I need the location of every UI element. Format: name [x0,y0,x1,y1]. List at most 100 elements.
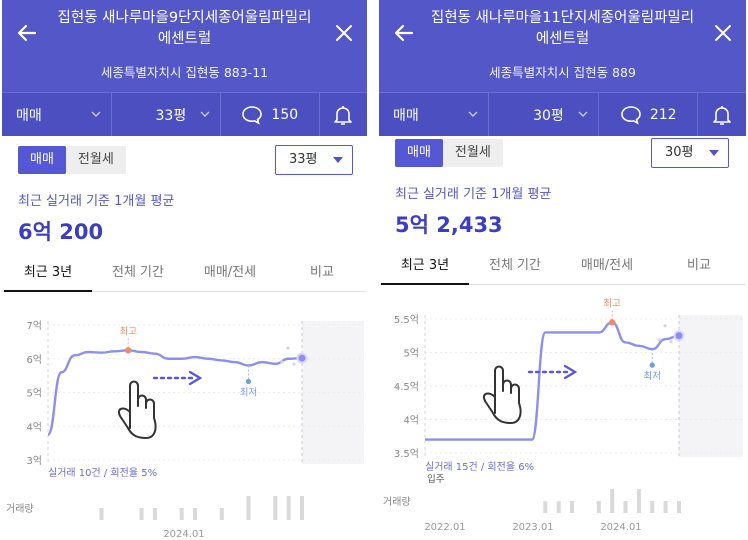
volume-bar [663,501,668,513]
trade-count-note: 실거래 15건 / 회전율 6% [425,461,534,473]
low-label: 최저 [240,388,257,399]
speech-bubble-icon [242,105,263,125]
triangle-down-icon [333,157,343,163]
move-in-label: 입주 [427,473,445,485]
tab-all-period[interactable]: 전체 기간 [489,258,541,273]
volume-bar [677,501,681,513]
listing-panel-1: 집현동 새나루마을9단지세종어울림파밀리 에센트럴 세종특별자치시 집현동 88… [2,0,367,540]
average-label: 최근 실거래 기준 1개월 평균 [18,194,175,209]
volume-bar [650,501,655,513]
volume-bar [286,496,291,520]
swipe-arrow-head-icon [188,370,203,386]
latest-point [296,352,308,364]
tab-recent-3y[interactable]: 최근 3년 [4,258,92,292]
notification-button[interactable] [698,93,746,136]
back-arrow-icon[interactable] [393,22,415,44]
segment-rent[interactable]: 전월세 [77,152,114,167]
tab-all-period[interactable]: 전체 기간 [112,265,164,280]
comments-button[interactable]: 212 [599,93,699,136]
y-tick-label: 3억 [26,455,42,467]
period-tabs: 최근 3년 전체 기간 매매/전세 비교 [2,258,367,292]
trade-dot [286,346,290,350]
price-line [46,349,303,436]
title-line-2: 에센트럴 [157,31,212,47]
title-line-1: 집현동 새나루마을9단지세종어울림파밀리 [57,10,312,26]
page-title: 집현동 새나루마을9단지세종어울림파밀리 에센트럴 [46,8,323,50]
volume-bar [246,496,251,520]
price-line [425,321,680,441]
bell-icon [334,105,353,125]
size-select-value: 30평 [665,145,694,160]
y-tick-label: 5억 [403,348,419,360]
volume-bar [219,508,224,520]
volume-bar [570,501,575,513]
comment-count: 150 [271,106,299,123]
header-bar: 집현동 새나루마을9단지세종어울림파밀리 에센트럴 세종특별자치시 집현동 88… [2,0,367,92]
high-point [125,347,132,354]
average-price: 5억 2,433 [395,213,503,237]
trade-dot [292,362,296,366]
tab-sale-jeonse[interactable]: 매매/전세 [203,265,257,280]
y-tick-label: 5.5억 [394,314,419,326]
volume-bar [139,508,144,520]
volume-bar [152,508,157,520]
comments-button[interactable]: 150 [221,93,320,136]
address: 세종특별자치시 집현동 889 [489,65,636,80]
swipe-arrow-head-icon [563,364,578,380]
latest-point [673,330,685,342]
volume-bar [273,496,278,520]
title-line-1: 집현동 새나루마을11단지세종어울림파밀리 [430,10,695,26]
size-value: 30평 [533,107,564,124]
y-tick-label: 3.5억 [394,448,419,460]
segment-sale[interactable]: 매매 [395,139,443,167]
volume-bar [300,496,304,520]
volume-bar [596,501,601,513]
segment-rent[interactable]: 전월세 [454,145,491,160]
filter-bar: 매매 30평 212 [379,92,746,136]
y-tick-label: 7억 [26,320,42,332]
tab-compare[interactable]: 비교 [687,258,711,273]
size-dropdown[interactable]: 30평 [489,93,600,136]
swipe-hand-icon [118,380,157,439]
y-tick-label: 4억 [26,421,42,433]
filter-bar: 매매 33평 150 [2,92,367,136]
comment-count: 212 [649,106,677,123]
size-dropdown[interactable]: 33평 [112,93,221,136]
tab-sale-jeonse[interactable]: 매매/전세 [580,258,634,273]
segment-sale[interactable]: 매매 [18,146,66,174]
trade-dot [657,338,661,342]
average-label: 최근 실거래 기준 1개월 평균 [395,187,552,202]
speech-bubble-icon [621,105,641,125]
notification-button[interactable] [320,93,367,136]
deal-type-dropdown[interactable]: 매매 [379,93,490,136]
volume-bar [193,508,198,520]
trade-dot [280,360,284,364]
bell-icon [713,105,731,125]
average-price: 6억 200 [18,220,104,244]
y-tick-label: 4억 [403,415,419,427]
volume-label: 거래량 [6,503,34,515]
close-icon[interactable] [333,22,355,44]
page-title: 집현동 새나루마을11단지세종어울림파밀리 에센트럴 [423,8,702,50]
period-tabs: 최근 3년 전체 기간 매매/전세 비교 [379,251,746,285]
tab-recent-3y[interactable]: 최근 3년 [381,251,469,285]
tab-compare[interactable]: 비교 [310,265,334,280]
deal-type-dropdown[interactable]: 매매 [2,93,112,136]
size-select-value: 33평 [289,152,318,167]
title-line-2: 에센트럴 [535,31,590,47]
chevron-down-icon [200,111,210,117]
back-arrow-icon[interactable] [16,22,38,44]
size-select[interactable]: 30평 [651,138,729,168]
volume-bar [179,508,184,520]
high-label: 최고 [119,326,137,337]
size-select[interactable]: 33평 [275,145,353,175]
close-icon[interactable] [712,22,734,44]
volume-bar [556,501,561,513]
x-tick-label: 2024.01 [163,529,204,540]
chevron-down-icon [578,111,588,117]
low-label: 최저 [644,371,661,382]
chevron-down-icon [91,111,100,117]
deal-type-value: 매매 [16,107,42,124]
